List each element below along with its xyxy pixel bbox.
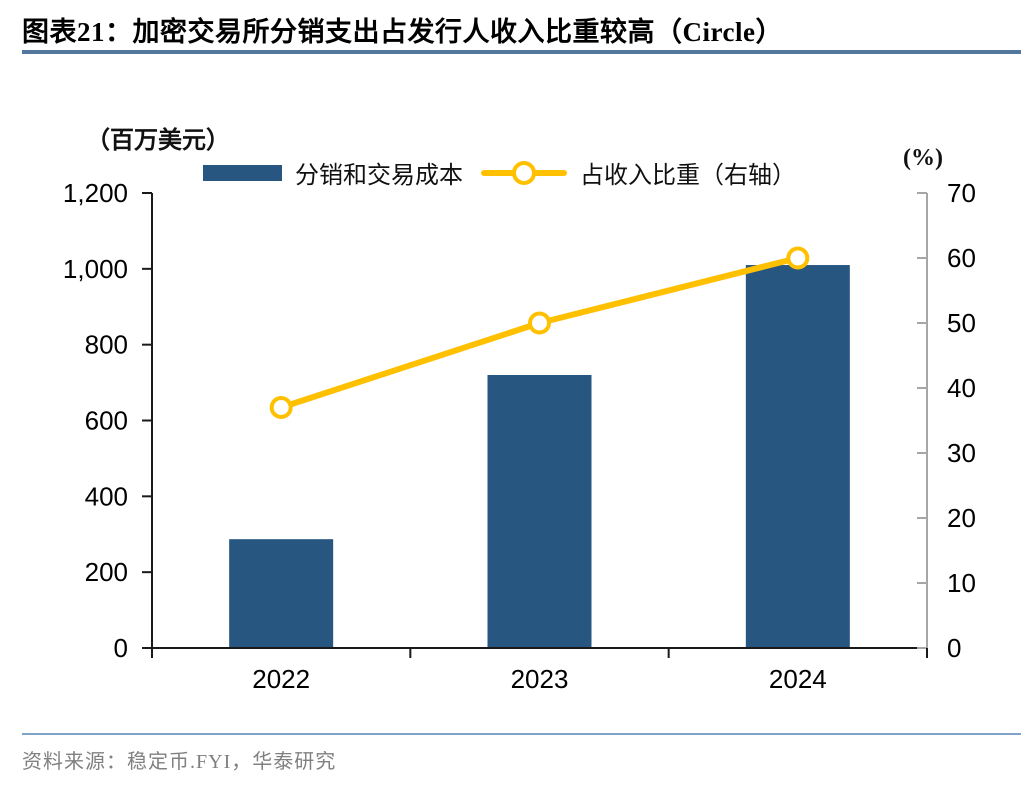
left-axis-unit-label: （百万美元） [86,128,230,154]
legend-item-bar-series: 分销和交易成本 [203,155,463,190]
footer-divider [22,733,1021,735]
legend: 分销和交易成本 占收入比重（右轴） [203,155,796,190]
left-axis-tick-label: 600 [85,406,128,436]
source-note: 资料来源：稳定币.FYI，华泰研究 [22,751,337,773]
left-axis-tick-label: 1,000 [63,254,128,284]
title-divider [22,50,1021,54]
right-axis-tick-label: 10 [947,568,976,598]
left-axis-tick-label: 0 [114,633,128,663]
right-axis-tick-label: 60 [947,243,976,273]
bar-2022 [229,539,334,648]
right-axis-tick-label: 30 [947,438,976,468]
line-marker-2023 [528,311,551,335]
right-axis-tick-label: 50 [947,308,976,338]
right-axis-unit-label: (%) [903,145,943,171]
chart-title: 图表21：加密交易所分销支出占发行人收入比重较高（Circle） [22,17,783,47]
line-series-swatch-icon [481,160,567,185]
bar-2024 [745,265,850,648]
x-axis-label: 2022 [252,664,310,694]
right-axis-tick-label: 20 [947,503,976,533]
line-marker-icon [512,160,536,185]
line-marker-2024 [786,246,810,270]
bar-2023 [487,375,592,648]
bar-series-label: 分销和交易成本 [295,163,463,189]
line-marker-2022 [269,396,293,419]
left-axis-tick-label: 400 [85,481,128,511]
line-series-label: 占收入比重（右轴） [580,163,796,189]
right-axis-tick-label: 70 [947,178,976,208]
left-axis-tick-label: 800 [85,330,128,360]
left-axis-tick-label: 1,200 [63,178,128,208]
left-axis-tick-label: 200 [85,557,128,587]
right-axis-tick-label: 0 [947,633,961,663]
right-axis-tick-label: 40 [947,373,976,403]
bar-series-swatch-icon [203,164,282,181]
x-axis-label: 2023 [511,664,569,694]
legend-item-line-series: 占收入比重（右轴） [481,155,796,190]
x-axis-label: 2024 [769,664,827,694]
